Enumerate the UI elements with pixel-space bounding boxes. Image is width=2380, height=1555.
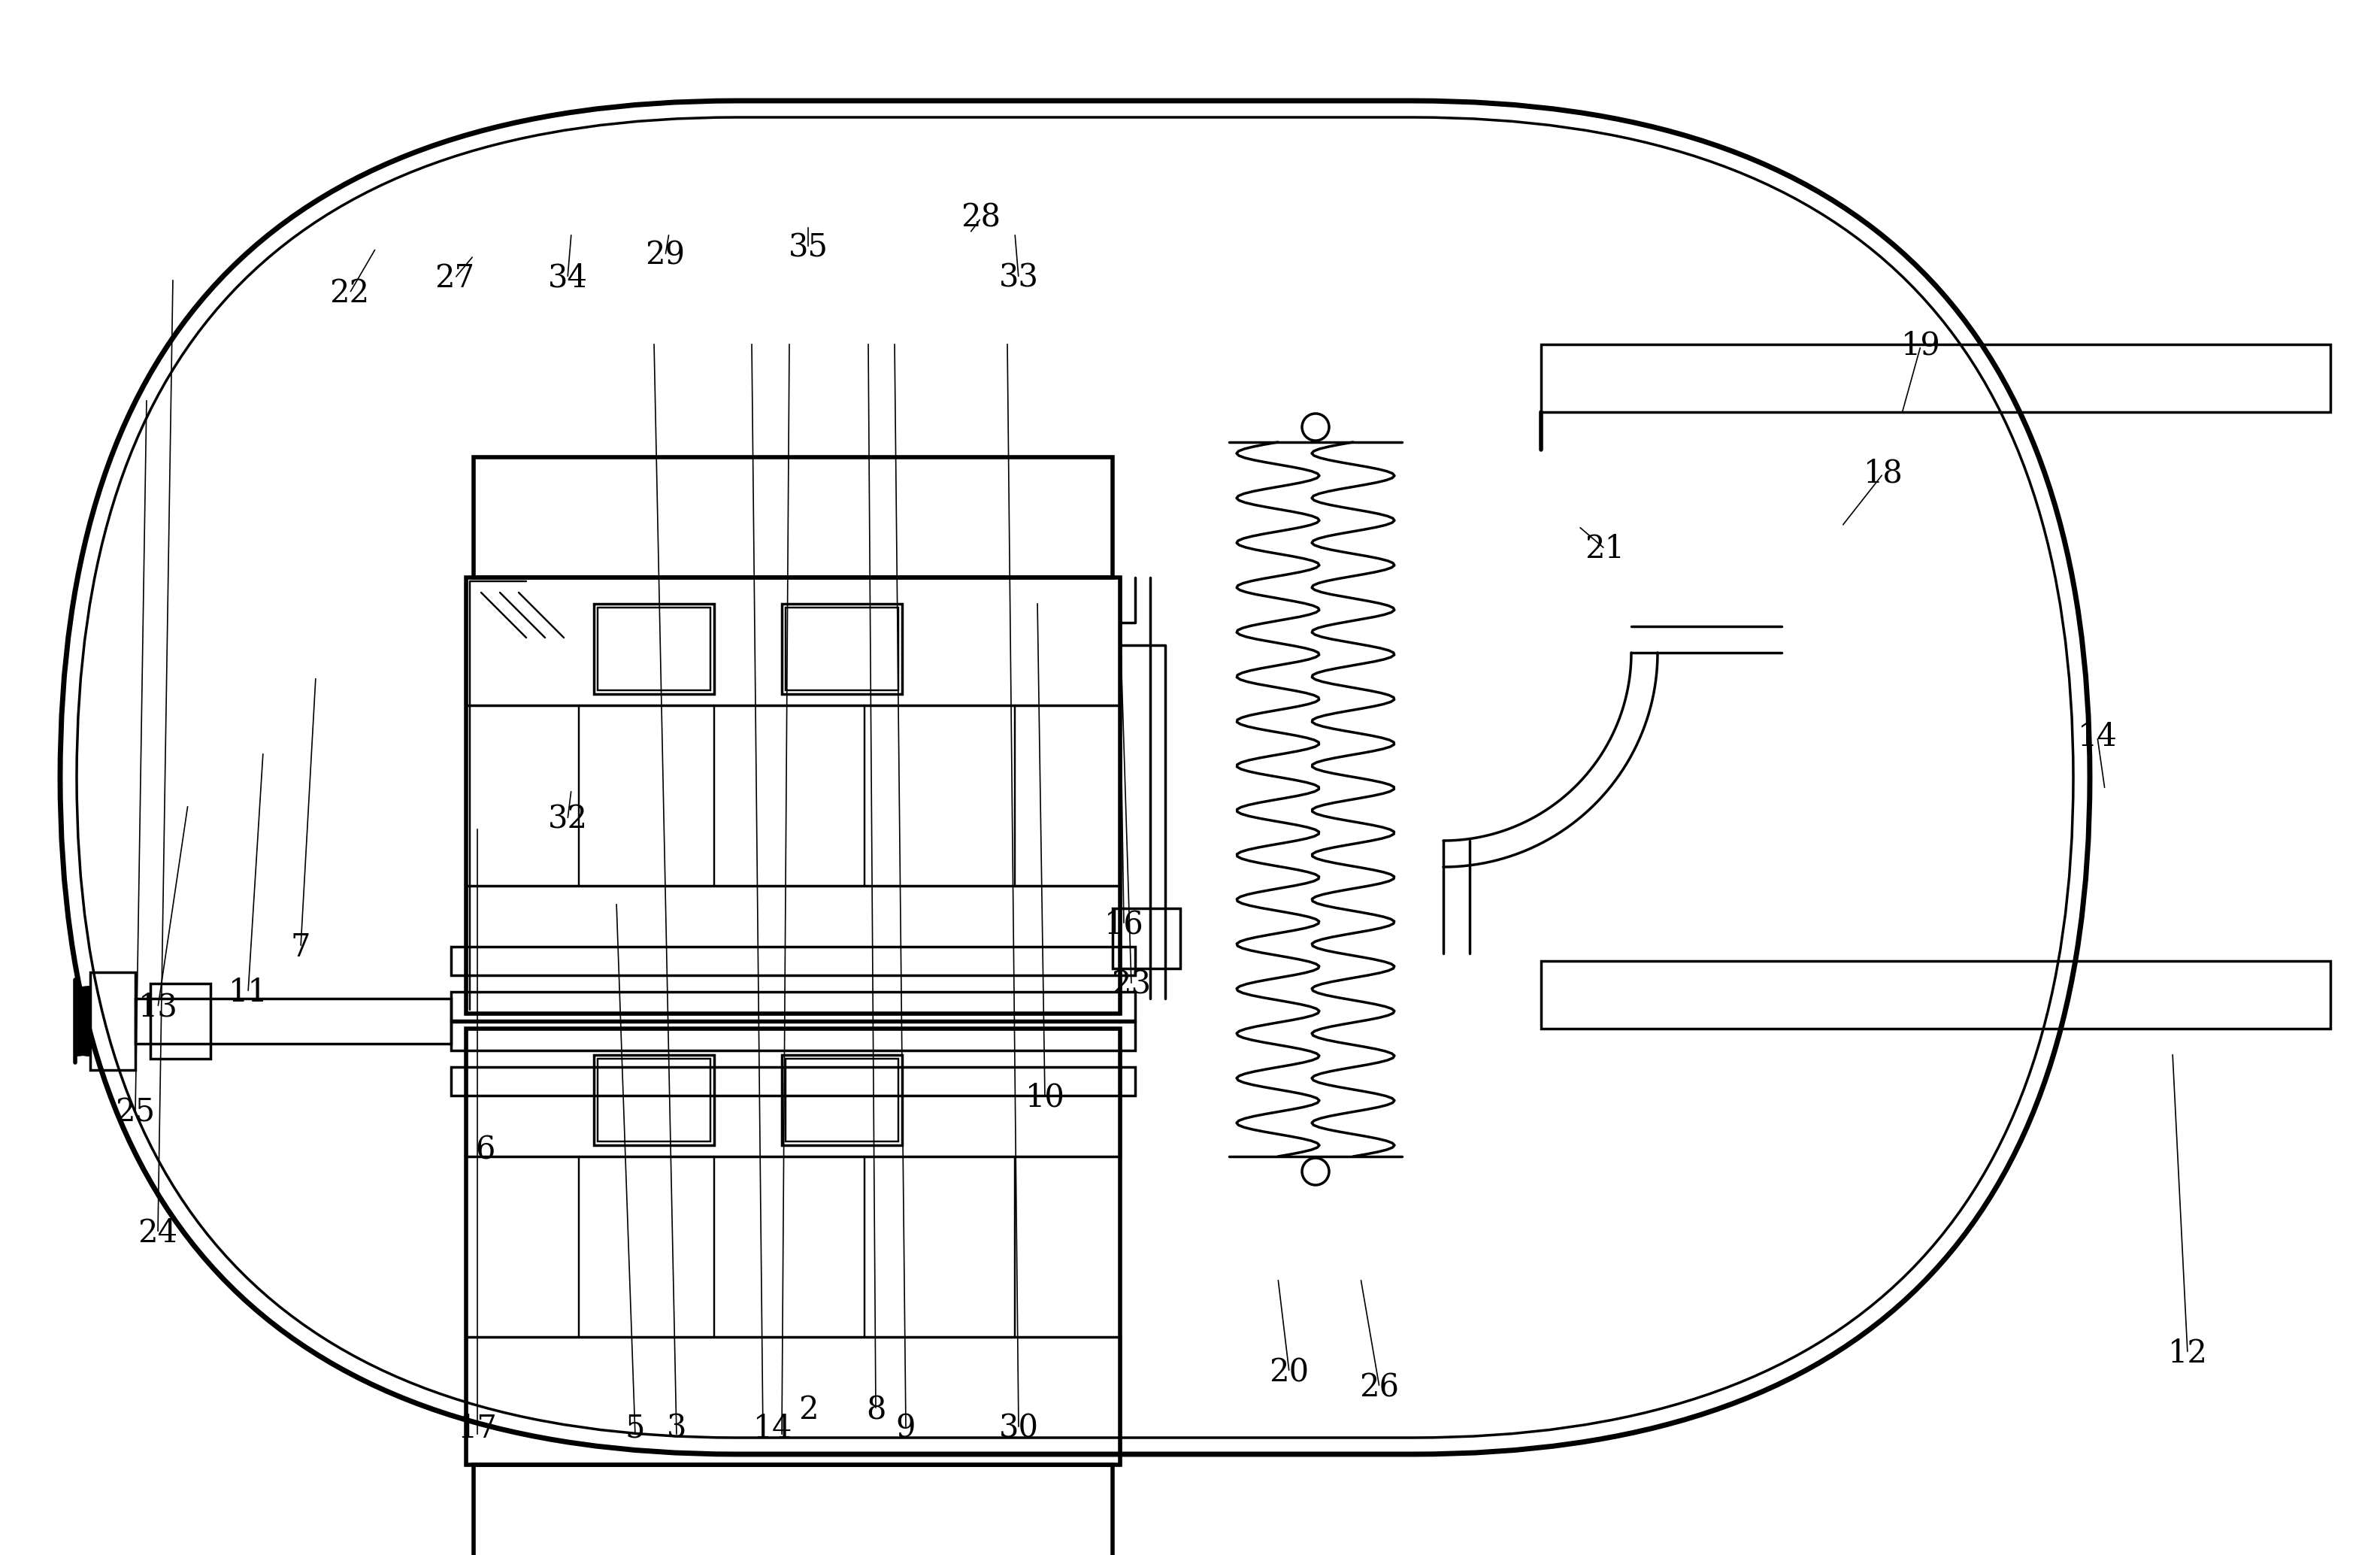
Bar [597,1059,709,1141]
Text: 30: 30 [1000,1413,1038,1445]
Text: 4: 4 [771,1413,793,1445]
Bar [452,1022,1135,1051]
FancyBboxPatch shape [60,101,2090,1454]
Bar [785,1059,897,1141]
Bar [452,992,1135,1020]
Text: 24: 24 [138,1218,178,1249]
Bar [785,608,897,690]
Bar [1111,908,1180,969]
Bar [466,577,1121,1014]
Bar [452,947,1135,975]
Text: 10: 10 [1026,1082,1064,1113]
Bar [466,577,1121,706]
Text: 25: 25 [114,1098,155,1129]
Text: 19: 19 [1902,330,1940,362]
Text: 32: 32 [547,804,588,835]
Bar [466,1337,1121,1465]
Text: 23: 23 [1111,969,1152,1001]
Bar [90,972,136,1070]
Text: 17: 17 [457,1413,497,1445]
Text: 14: 14 [2078,722,2118,753]
Bar [1542,961,2330,1029]
Bar [1542,344,2330,412]
Text: 6: 6 [476,1135,495,1166]
Text: 29: 29 [645,239,685,272]
Text: 5: 5 [626,1413,645,1445]
Text: 13: 13 [138,992,178,1023]
Text: 12: 12 [2168,1337,2209,1370]
Text: 16: 16 [1104,910,1145,941]
Bar [466,1029,1121,1465]
Bar [466,1029,1121,1157]
Bar [466,886,1121,1014]
Text: 34: 34 [547,263,588,294]
Text: 21: 21 [1585,533,1626,564]
Bar [595,603,714,694]
Text: 9: 9 [895,1413,916,1445]
Bar [474,457,1111,577]
Text: 20: 20 [1269,1356,1309,1389]
Text: 2: 2 [797,1395,819,1426]
Text: 11: 11 [228,977,269,1008]
Bar [150,983,209,1059]
Bar [136,998,452,1043]
Bar [452,1067,1135,1096]
Text: 3: 3 [666,1413,685,1445]
Text: 26: 26 [1359,1372,1399,1403]
Text: 28: 28 [962,202,1002,233]
Text: 33: 33 [1000,263,1038,294]
Text: 7: 7 [290,931,312,963]
Bar [597,608,709,690]
Text: 35: 35 [788,232,828,264]
Text: 18: 18 [1864,457,1904,490]
Bar [781,603,902,694]
Bar [595,1054,714,1144]
Bar [474,1465,1111,1555]
Text: 8: 8 [866,1395,885,1426]
Text: 27: 27 [436,263,474,294]
Text: 1: 1 [752,1413,774,1445]
Text: 22: 22 [328,277,369,309]
Bar [781,1054,902,1144]
